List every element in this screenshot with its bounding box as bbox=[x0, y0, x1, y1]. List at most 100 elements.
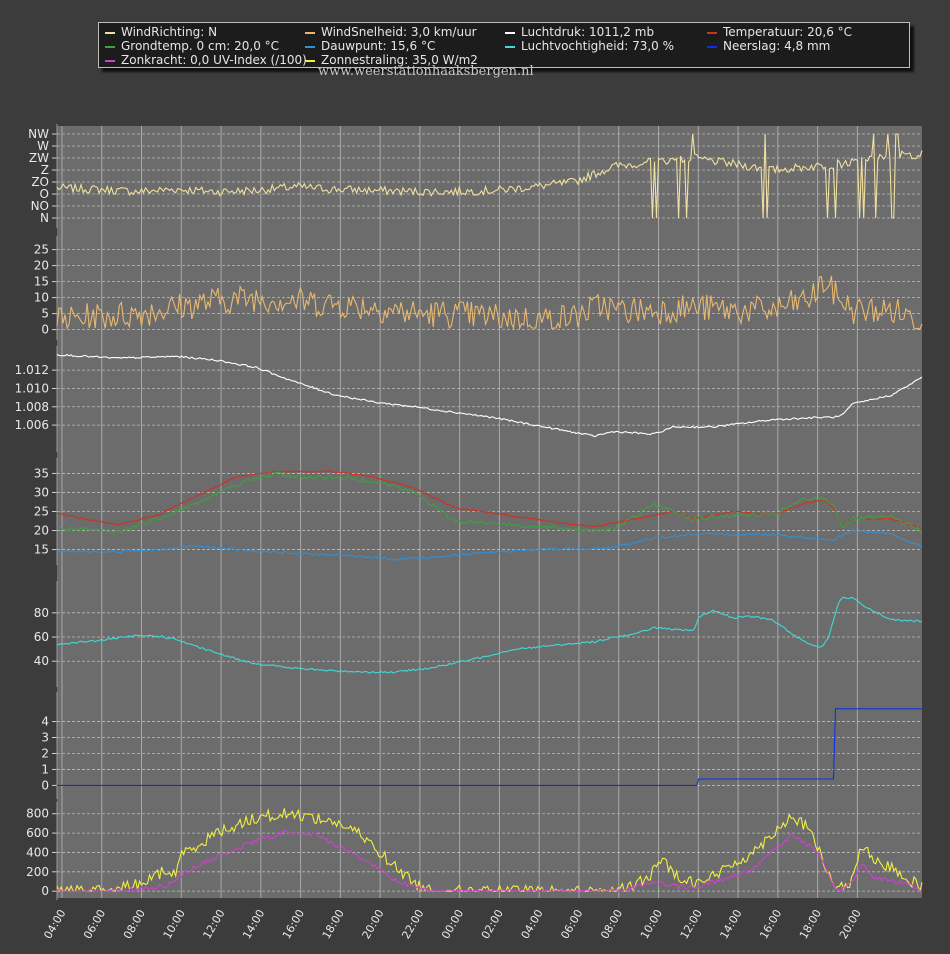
series-line-luchtdruk bbox=[56, 353, 923, 438]
y-tick-label: 15 bbox=[34, 543, 49, 557]
series-line-luchtvochtigheid bbox=[56, 596, 923, 674]
legend-swatch bbox=[707, 45, 717, 48]
x-tick-label: 18:00 bbox=[320, 907, 347, 941]
legend-swatch bbox=[305, 31, 315, 34]
legend-swatch bbox=[305, 59, 315, 62]
legend-label: Grondtemp. 0 cm: 20,0 °C bbox=[121, 39, 280, 53]
legend-item-zonnestraling: Zonnestraling: 35,0 W/m2 bbox=[305, 53, 478, 67]
x-tick-label: 06:00 bbox=[558, 907, 585, 941]
legend-item-windrichting: WindRichting: N bbox=[105, 25, 217, 39]
y-tick-label: 0 bbox=[41, 778, 49, 792]
x-tick-label: 14:00 bbox=[717, 907, 744, 941]
x-tick-label: 16:00 bbox=[280, 907, 307, 941]
series-line-dauwpunt bbox=[56, 529, 923, 561]
y-tick-label: 800 bbox=[26, 807, 49, 821]
y-tick-label: 40 bbox=[34, 654, 49, 668]
legend-swatch bbox=[105, 59, 115, 62]
legend-label: Luchtvochtigheid: 73,0 % bbox=[521, 39, 675, 53]
x-tick-label: 04:00 bbox=[41, 907, 68, 941]
y-tick-label: 1.008 bbox=[15, 400, 49, 414]
series-line-zonkracht bbox=[56, 829, 923, 892]
legend-item-grondtemp: Grondtemp. 0 cm: 20,0 °C bbox=[105, 39, 279, 53]
y-tick-label: 10 bbox=[34, 291, 49, 305]
x-tick-label: 18:00 bbox=[797, 907, 824, 941]
series-line-grondtemp-0-cm bbox=[56, 471, 923, 534]
y-tick-label: 20 bbox=[34, 524, 49, 538]
legend-item-zonkracht: Zonkracht: 0,0 UV-Index (/100) bbox=[105, 53, 307, 67]
legend-item-temperatuur: Temperatuur: 20,6 °C bbox=[707, 25, 852, 39]
legend-label: Zonkracht: 0,0 UV-Index (/100) bbox=[121, 53, 307, 67]
y-tick-label: 80 bbox=[34, 606, 49, 620]
y-tick-label: N bbox=[40, 211, 49, 225]
x-tick-label: 12:00 bbox=[678, 907, 705, 941]
y-tick-label: 4 bbox=[41, 715, 49, 729]
y-tick-label: W bbox=[37, 139, 49, 153]
series-line-neerslag bbox=[57, 708, 922, 786]
y-tick-label: 0 bbox=[41, 884, 49, 898]
legend-item-luchtvochtigheid: Luchtvochtigheid: 73,0 % bbox=[505, 39, 674, 53]
x-tick-label: 20:00 bbox=[360, 907, 387, 941]
y-tick-label: 60 bbox=[34, 630, 49, 644]
x-tick-label: 10:00 bbox=[161, 907, 188, 941]
y-tick-label: 400 bbox=[26, 845, 49, 859]
x-tick-label: 00:00 bbox=[439, 907, 466, 941]
x-tick-label: 14:00 bbox=[240, 907, 267, 941]
y-tick-label: O bbox=[40, 187, 49, 201]
legend-label: Dauwpunt: 15,6 °C bbox=[321, 39, 436, 53]
legend-label: Zonnestraling: 35,0 W/m2 bbox=[321, 53, 478, 67]
y-tick-label: 0 bbox=[41, 323, 49, 337]
y-tick-label: 15 bbox=[34, 275, 49, 289]
x-tick-label: 20:00 bbox=[837, 907, 864, 941]
y-tick-label: ZO bbox=[31, 175, 49, 189]
chart-legend: WindRichting: N WindSnelheid: 3,0 km/uur… bbox=[98, 22, 910, 68]
y-tick-label: 600 bbox=[26, 826, 49, 840]
y-tick-label: 1.010 bbox=[15, 381, 49, 395]
x-tick-label: 08:00 bbox=[598, 907, 625, 941]
x-tick-label: 04:00 bbox=[519, 907, 546, 941]
legend-item-neerslag: Neerslag: 4,8 mm bbox=[707, 39, 830, 53]
y-tick-label: 20 bbox=[34, 259, 49, 273]
legend-swatch bbox=[707, 31, 717, 34]
y-tick-label: NO bbox=[31, 199, 49, 213]
y-tick-label: 35 bbox=[34, 466, 49, 480]
y-tick-label: 30 bbox=[34, 485, 49, 499]
series-line-windsnelheid bbox=[56, 275, 923, 330]
x-tick-label: 16:00 bbox=[757, 907, 784, 941]
y-tick-label: 25 bbox=[34, 243, 49, 257]
legend-swatch bbox=[105, 31, 115, 34]
y-tick-label: 1.006 bbox=[15, 418, 49, 432]
y-tick-label: ZW bbox=[29, 151, 49, 165]
series-line-temperatuur bbox=[56, 470, 923, 530]
x-tick-label: 02:00 bbox=[479, 907, 506, 941]
x-tick-label: 12:00 bbox=[200, 907, 227, 941]
legend-item-windsnelheid: WindSnelheid: 3,0 km/uur bbox=[305, 25, 477, 39]
series-line-windrichting bbox=[56, 133, 923, 219]
y-tick-label: 1 bbox=[41, 762, 49, 776]
x-tick-label: 08:00 bbox=[121, 907, 148, 941]
x-tick-label: 06:00 bbox=[81, 907, 108, 941]
y-tick-label: 1.012 bbox=[15, 363, 49, 377]
legend-swatch bbox=[505, 31, 515, 34]
y-tick-label: Z bbox=[41, 163, 49, 177]
y-tick-label: 3 bbox=[41, 731, 49, 745]
legend-item-luchtdruk: Luchtdruk: 1011,2 mb bbox=[505, 25, 654, 39]
y-tick-label: 200 bbox=[26, 865, 49, 879]
legend-swatch bbox=[305, 45, 315, 48]
legend-swatch bbox=[105, 45, 115, 48]
x-tick-label: 10:00 bbox=[638, 907, 665, 941]
legend-label: WindSnelheid: 3,0 km/uur bbox=[321, 25, 477, 39]
legend-label: Luchtdruk: 1011,2 mb bbox=[521, 25, 655, 39]
y-tick-label: 25 bbox=[34, 505, 49, 519]
y-tick-label: 2 bbox=[41, 746, 49, 760]
site-watermark: www.weerstationhaaksbergen.nl bbox=[318, 64, 534, 79]
legend-swatch bbox=[505, 45, 515, 48]
y-tick-label: 5 bbox=[41, 307, 49, 321]
x-tick-label: 22:00 bbox=[399, 907, 426, 941]
legend-label: WindRichting: N bbox=[121, 25, 218, 39]
legend-label: Temperatuur: 20,6 °C bbox=[723, 25, 853, 39]
y-tick-label: NW bbox=[28, 127, 49, 141]
legend-item-dauwpunt: Dauwpunt: 15,6 °C bbox=[305, 39, 435, 53]
legend-label: Neerslag: 4,8 mm bbox=[723, 39, 831, 53]
